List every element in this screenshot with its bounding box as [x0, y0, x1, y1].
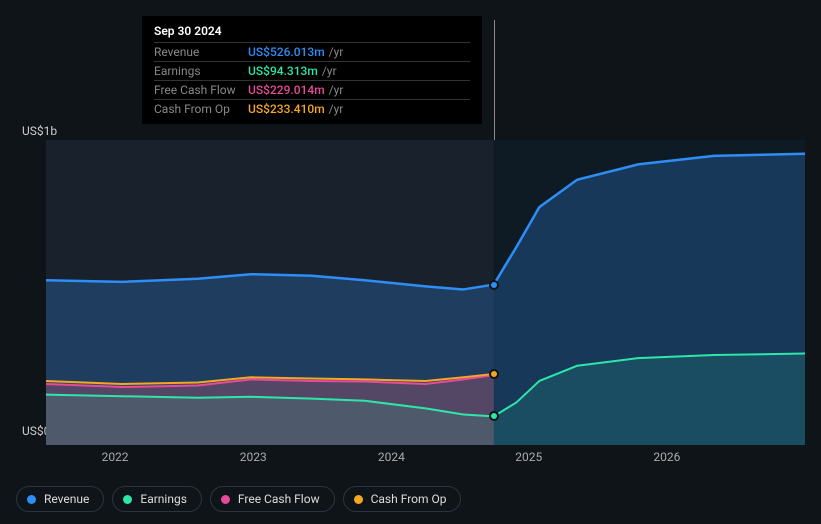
tooltip-date: Sep 30 2024 — [154, 24, 470, 42]
tooltip-metric-unit: /yr — [322, 64, 337, 78]
chart-plot-area[interactable] — [16, 140, 805, 445]
legend-item-revenue[interactable]: Revenue — [16, 486, 104, 512]
x-axis-tick: 2023 — [240, 450, 267, 464]
legend-label: Cash From Op — [371, 492, 447, 506]
legend-item-fcf[interactable]: Free Cash Flow — [210, 486, 335, 512]
x-axis-tick: 2026 — [653, 450, 680, 464]
tooltip-metric-value: US$526.013m — [248, 45, 325, 59]
tooltip-metric-value: US$233.410m — [248, 102, 325, 116]
chart-marker-revenue — [489, 280, 499, 290]
tooltip-metric-label: Earnings — [154, 64, 248, 78]
tooltip-metric-unit: /yr — [329, 83, 344, 97]
legend-label: Earnings — [140, 492, 187, 506]
financials-chart: Sep 30 2024 RevenueUS$526.013m/yrEarning… — [0, 0, 821, 524]
chart-marker-cfo — [489, 369, 499, 379]
chart-tooltip: Sep 30 2024 RevenueUS$526.013m/yrEarning… — [142, 16, 482, 124]
tooltip-metric-value: US$94.313m — [248, 64, 318, 78]
x-axis: 2022 2023 2024 2025 2026 — [46, 450, 805, 470]
x-axis-tick: 2025 — [515, 450, 542, 464]
x-axis-tick: 2024 — [378, 450, 405, 464]
legend-label: Free Cash Flow — [238, 492, 320, 506]
tooltip-row: Free Cash FlowUS$229.014m/yr — [154, 80, 470, 99]
tooltip-row: RevenueUS$526.013m/yr — [154, 42, 470, 61]
legend-dot-icon — [27, 495, 36, 504]
legend-dot-icon — [354, 495, 363, 504]
tooltip-rows: RevenueUS$526.013m/yrEarningsUS$94.313m/… — [154, 42, 470, 118]
legend-dot-icon — [123, 495, 132, 504]
chart-legend: Revenue Earnings Free Cash Flow Cash From O… — [16, 486, 461, 512]
legend-item-earnings[interactable]: Earnings — [112, 486, 202, 512]
legend-item-cfo[interactable]: Cash From Op — [343, 486, 462, 512]
legend-dot-icon — [221, 495, 230, 504]
tooltip-metric-unit: /yr — [329, 45, 344, 59]
legend-label: Revenue — [44, 492, 89, 506]
tooltip-metric-unit: /yr — [329, 102, 344, 116]
x-axis-tick: 2022 — [102, 450, 129, 464]
tooltip-metric-label: Free Cash Flow — [154, 83, 248, 97]
tooltip-metric-label: Revenue — [154, 45, 248, 59]
y-axis-tick: US$1b — [22, 124, 57, 138]
tooltip-row: Cash From OpUS$233.410m/yr — [154, 99, 470, 118]
tooltip-metric-label: Cash From Op — [154, 102, 248, 116]
chart-marker-earnings — [489, 411, 499, 421]
tooltip-row: EarningsUS$94.313m/yr — [154, 61, 470, 80]
tooltip-metric-value: US$229.014m — [248, 83, 325, 97]
